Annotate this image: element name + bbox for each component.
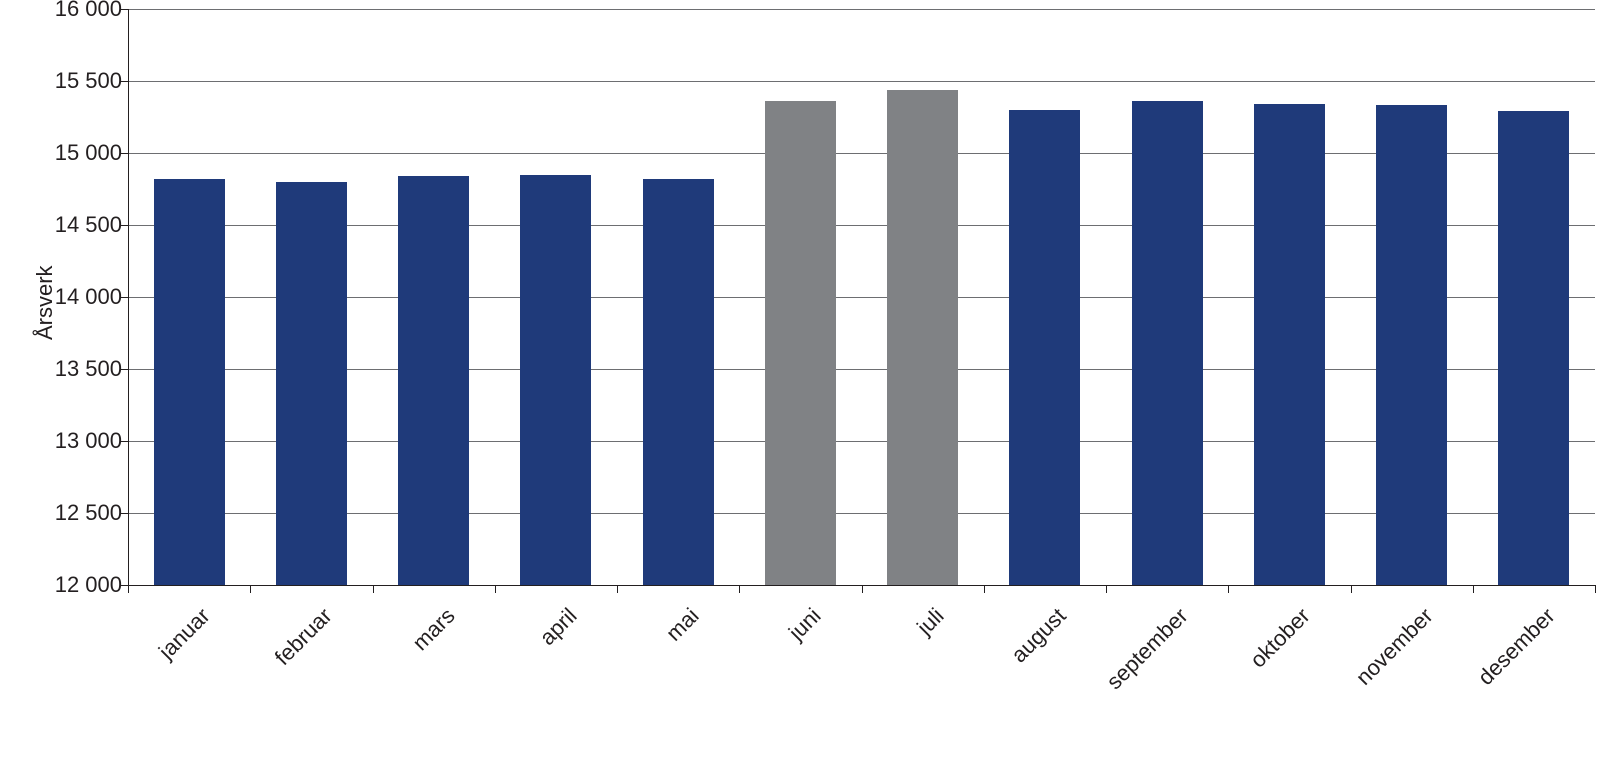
bar [1254,104,1325,585]
x-tick-mark [1595,585,1596,593]
y-tick-label: 13 000 [32,428,122,454]
bar-chart: Årsverk 12 00012 50013 00013 50014 00014… [0,0,1600,691]
bar [887,90,958,585]
gridline [128,513,1595,514]
bar [1376,105,1447,585]
bar [765,101,836,585]
bar [1498,111,1569,585]
x-tick-mark [984,585,985,593]
bar [398,176,469,585]
x-tick-mark [373,585,374,593]
x-tick-mark [1351,585,1352,593]
x-tick-mark [128,585,129,593]
x-tick-mark [862,585,863,593]
gridline [128,9,1595,10]
bar [1132,101,1203,585]
bar [643,179,714,585]
x-tick-mark [1106,585,1107,593]
y-tick-label: 16 000 [32,0,122,22]
gridline [128,297,1595,298]
bar [154,179,225,585]
y-tick-label: 12 500 [32,500,122,526]
y-tick-label: 13 500 [32,356,122,382]
bar [520,175,591,585]
y-axis-line [128,9,129,585]
gridline [128,369,1595,370]
plot-area [128,9,1595,585]
bar [276,182,347,585]
gridline [128,441,1595,442]
y-tick-label: 15 000 [32,140,122,166]
x-tick-mark [495,585,496,593]
y-tick-label: 15 500 [32,68,122,94]
gridline [128,81,1595,82]
y-tick-label: 14 000 [32,284,122,310]
x-tick-mark [1473,585,1474,593]
x-tick-mark [617,585,618,593]
y-tick-label: 12 000 [32,572,122,598]
x-tick-mark [250,585,251,593]
x-tick-mark [739,585,740,593]
y-tick-label: 14 500 [32,212,122,238]
gridline [128,153,1595,154]
gridline [128,225,1595,226]
bar [1009,110,1080,585]
x-tick-mark [1228,585,1229,593]
